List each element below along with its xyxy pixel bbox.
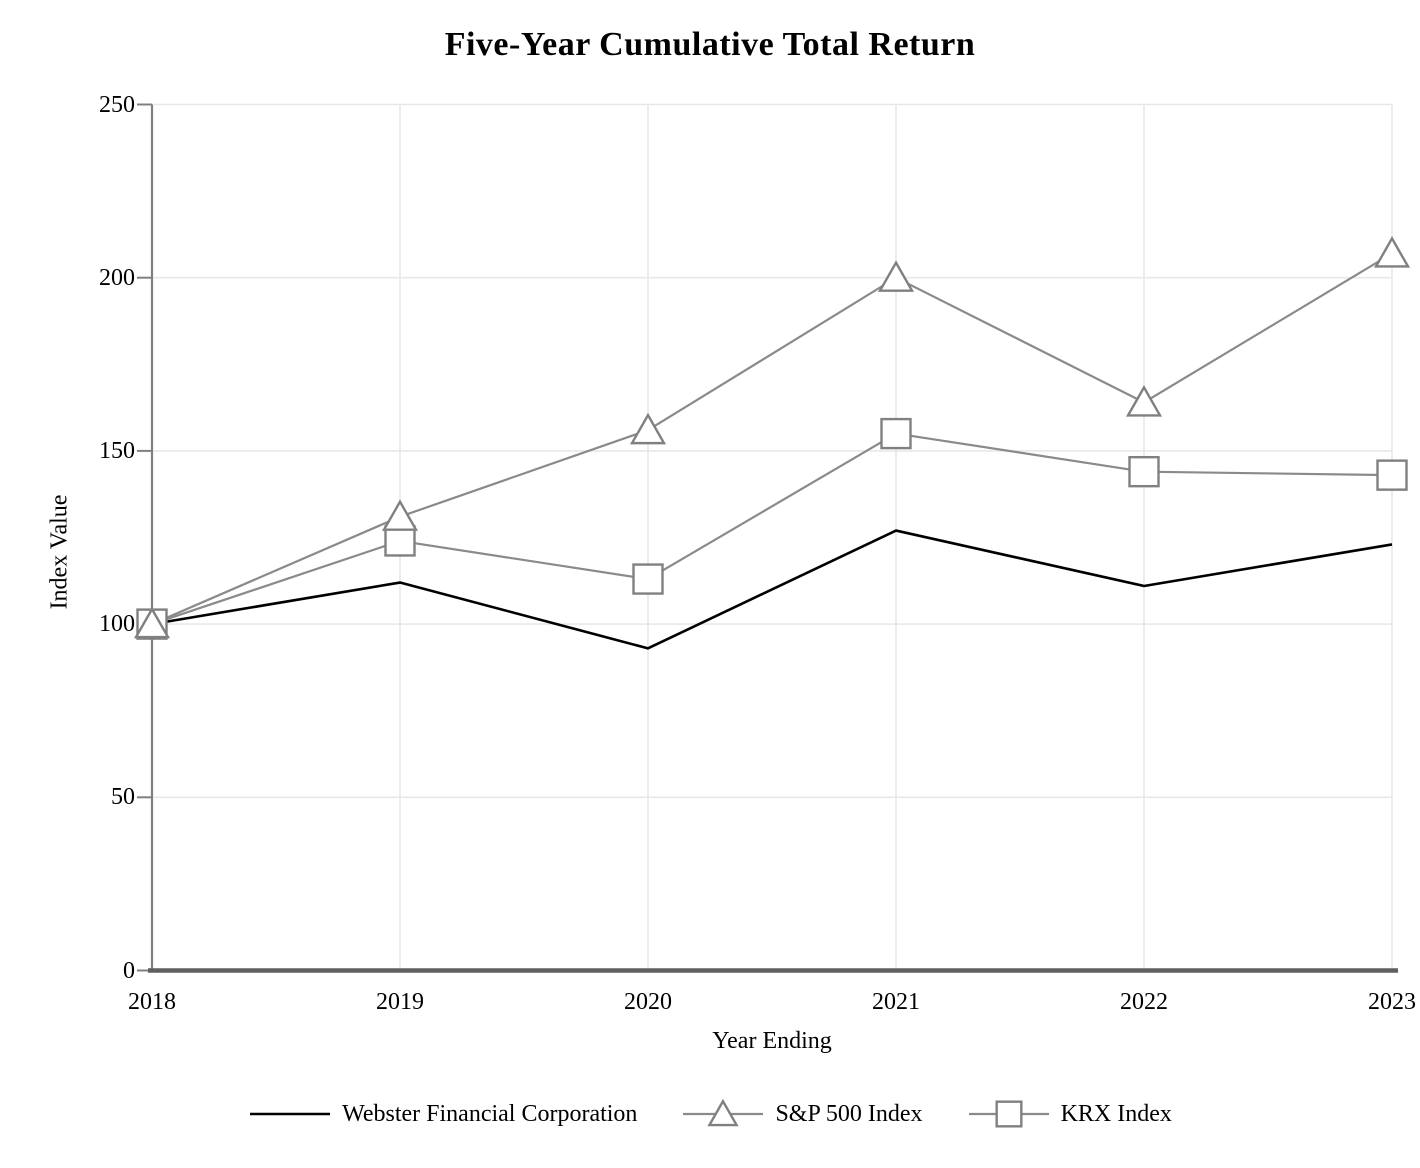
square-marker	[880, 417, 912, 450]
triangle-marker	[381, 499, 419, 531]
series-line	[151, 529, 1393, 650]
legend-item: KRX Index	[967, 1096, 1172, 1132]
x-tick-label: 2021	[872, 989, 920, 1015]
chart-title: Five-Year Cumulative Total Return	[444, 26, 976, 63]
legend-label: KRX Index	[1060, 1100, 1172, 1127]
x-tick-label: 2018	[128, 989, 176, 1015]
legend-line-sample	[250, 1112, 331, 1116]
legend-label: Webster Financial Corporation	[342, 1100, 638, 1127]
triangle-marker	[707, 1098, 740, 1127]
legend-square-sample	[968, 1100, 1049, 1128]
legend-triangle-sample	[683, 1098, 764, 1127]
chart-legend: Webster Financial Corporation S&P 500 Ind…	[0, 1092, 1420, 1136]
x-axis-title: Year Ending	[712, 1028, 832, 1054]
triangle-marker	[1373, 236, 1411, 268]
legend-label: S&P 500 Index	[775, 1100, 923, 1127]
square-marker	[1376, 459, 1408, 491]
triangle-marker	[1125, 384, 1163, 417]
y-tick-label: 150	[99, 437, 135, 464]
x-tick-label: 2023	[1368, 989, 1416, 1015]
x-tick-label: 2019	[376, 989, 424, 1015]
square-marker	[995, 1100, 1023, 1128]
series-line	[151, 252, 1393, 626]
y-tick-label: 100	[99, 611, 135, 638]
triangle-marker	[877, 260, 915, 292]
y-tick-label: 0	[123, 957, 135, 984]
legend-item: S&P 500 Index	[681, 1096, 923, 1132]
x-tick-label: 2020	[624, 989, 672, 1015]
square-marker	[384, 525, 416, 557]
x-tick-label: 2022	[1120, 989, 1168, 1015]
y-tick-label: 200	[99, 264, 135, 291]
series-line	[151, 432, 1393, 626]
triangle-marker	[133, 606, 171, 639]
triangle-marker	[629, 412, 667, 445]
square-marker	[1128, 455, 1160, 488]
legend-item: Webster Financial Corporation	[248, 1096, 637, 1132]
y-tick-label: 50	[111, 784, 135, 811]
y-tick-label: 250	[99, 91, 135, 118]
square-marker	[632, 563, 664, 595]
